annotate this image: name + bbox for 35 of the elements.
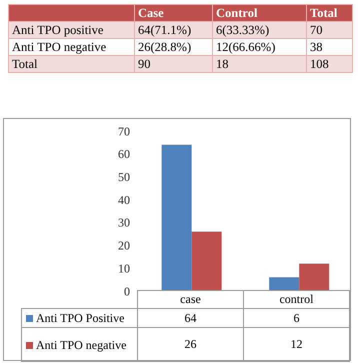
text: 12(66.66%) — [212, 38, 306, 56]
text: 38 — [306, 38, 352, 56]
y-tick-label: 50 — [118, 170, 130, 184]
legend-label: Anti TPO negative — [22, 328, 138, 362]
category-label: Control — [212, 4, 306, 22]
text: Anti TPO positive — [8, 22, 134, 38]
text: Total — [8, 56, 134, 72]
text: 64(71.1%) — [134, 22, 212, 38]
data-label: 64 — [138, 308, 244, 328]
y-tick-label: 60 — [118, 147, 130, 162]
text: 6(33.33%) — [212, 22, 306, 38]
bar — [192, 232, 222, 291]
y-tick-label: 70 — [118, 124, 130, 138]
y-tick-label: 10 — [118, 261, 130, 276]
category-label: Total — [306, 4, 352, 22]
bar — [269, 277, 300, 291]
bar — [162, 144, 192, 291]
y-tick-label: 30 — [118, 216, 130, 230]
data-label: 6 — [243, 308, 350, 328]
text: 26(28.8%) — [134, 38, 212, 56]
y-tick-label: 0 — [124, 284, 130, 298]
category-label: Case — [134, 4, 212, 22]
y-tick-label: 20 — [118, 238, 130, 253]
legend-label: Anti TPO Positive — [22, 308, 138, 328]
x-tick-label: control — [243, 290, 350, 308]
bar — [299, 264, 330, 291]
data-label: 26 — [138, 328, 244, 362]
text: 18 — [212, 56, 306, 72]
text: 108 — [306, 56, 352, 72]
text: 70 — [306, 22, 352, 38]
x-tick-label: case — [138, 290, 244, 308]
y-tick-label: 40 — [118, 192, 130, 207]
data-label: 12 — [243, 328, 350, 362]
text: 90 — [134, 56, 212, 72]
text: Anti TPO negative — [8, 38, 134, 56]
